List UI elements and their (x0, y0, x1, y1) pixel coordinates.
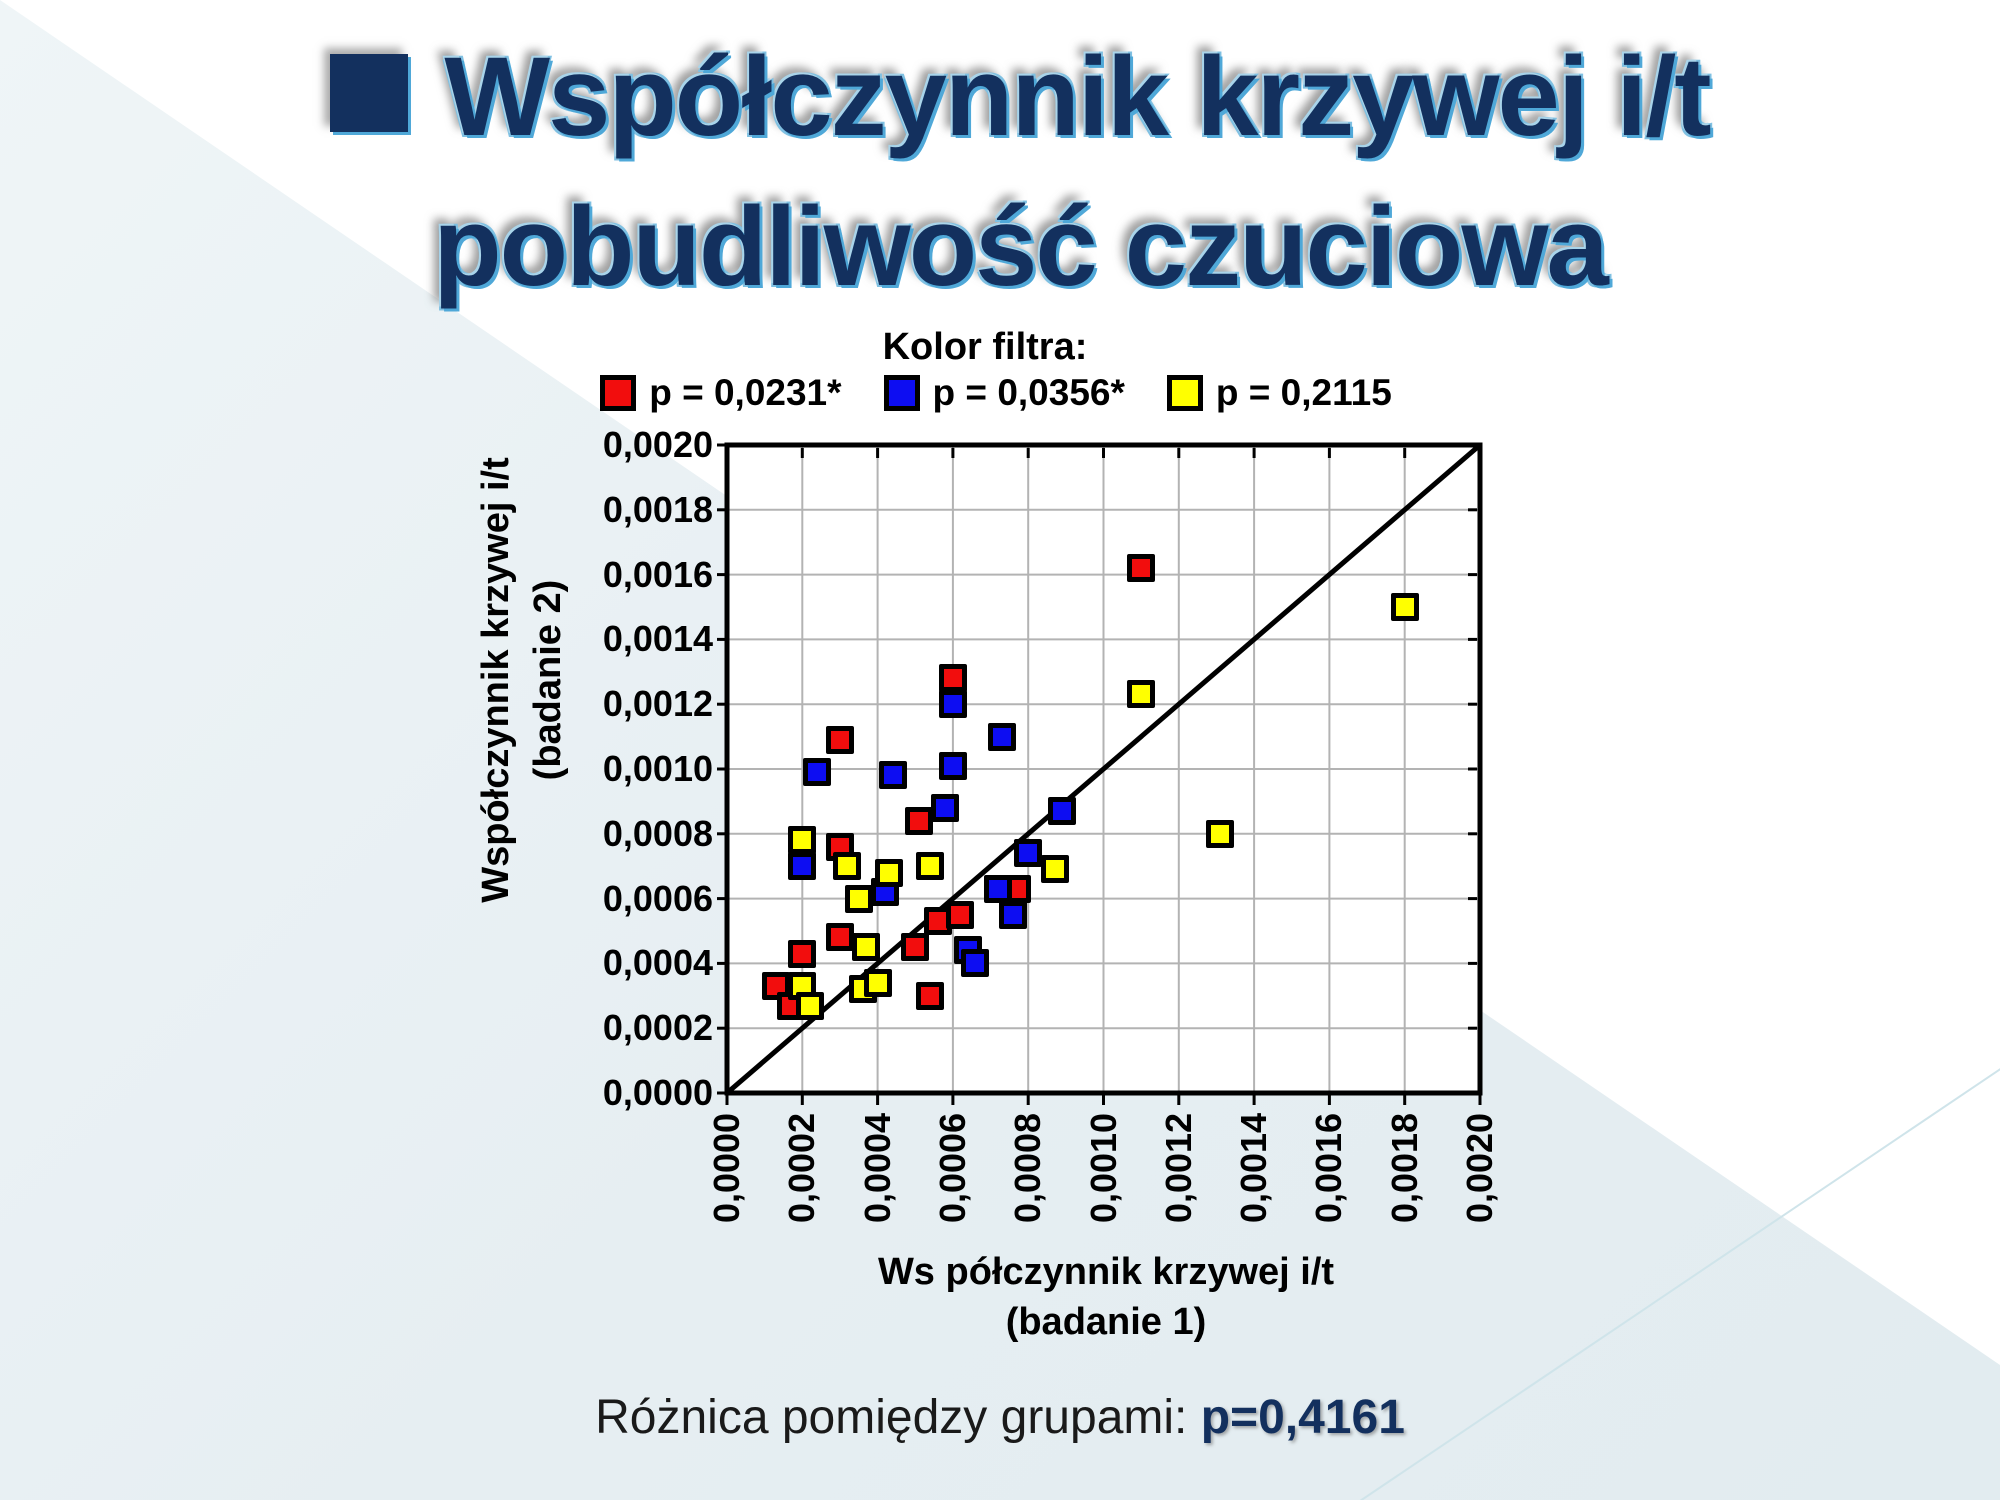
x-tick-label: 0,0016 (1308, 1112, 1350, 1224)
scatter-point-series-1 (916, 981, 945, 1010)
scatter-point-series-3 (1127, 680, 1156, 709)
scatter-point-series-3 (1206, 819, 1235, 848)
scatter-point-series-2 (931, 793, 960, 822)
y-tick-label: 0,0006 (602, 877, 713, 919)
y-axis-title-line-1: Współczynnik krzywej i/t (475, 457, 517, 903)
y-tick-label: 0,0008 (602, 812, 713, 854)
legend-item: p = 0,0356* (883, 372, 1125, 414)
chart-legend-title: Kolor filtra: (882, 326, 1088, 368)
x-axis-title: Ws półczynnik krzywej i/t (badanie 1) (878, 1247, 1334, 1347)
x-tick-label: 0,0000 (706, 1112, 747, 1224)
chart-legend: p = 0,0231* p = 0,0356* p = 0,2115 (0, 372, 1992, 414)
scatter-point-series-1 (901, 933, 930, 962)
x-tick-label: 0,0002 (781, 1112, 823, 1224)
legend-swatch-icon (600, 375, 637, 411)
x-tick-label: 0,0012 (1157, 1112, 1199, 1224)
scatter-point-series-3 (863, 968, 892, 997)
plot-grid-and-diagonal (717, 442, 1483, 1105)
x-tick-label: 0,0008 (1007, 1112, 1049, 1224)
title-line-1: Współczynnik krzywej i/t (444, 34, 1711, 159)
scatter-point-series-1 (905, 806, 933, 835)
x-tick-label: 0,0006 (931, 1112, 973, 1224)
y-tick-label: 0,0014 (602, 618, 713, 660)
y-tick-label: 0,0018 (602, 488, 713, 530)
legend-label: p = 0,0231* (649, 372, 842, 413)
scatter-point-series-2 (1014, 839, 1043, 868)
x-tick-label: 0,0010 (1082, 1112, 1124, 1224)
legend-item: p = 0,0231* (600, 372, 842, 414)
y-tick-label: 0,0000 (602, 1072, 713, 1113)
x-tick-label: 0,0014 (1233, 1112, 1275, 1224)
footer-p-value: p=0,4161 (1200, 1391, 1405, 1444)
footer-text: Różnica pomiędzy grupami: (595, 1391, 1201, 1444)
x-tick-label: 0,0004 (856, 1112, 898, 1224)
x-tick-label: 0,0020 (1459, 1112, 1500, 1224)
legend-swatch-icon (1166, 375, 1203, 411)
footer-note: Różnica pomiędzy grupami: p=0,4161 (0, 1390, 2000, 1445)
scatter-points-layer (727, 445, 1480, 1093)
slide-title: Współczynnik krzywej i/t pobudliwość czu… (40, 22, 2000, 322)
legend-item: p = 0,2115 (1166, 372, 1392, 414)
scatter-point-series-3 (852, 933, 881, 962)
x-axis-title-line-2: (badanie 1) (1005, 1301, 1207, 1343)
scatter-point-series-1 (1127, 554, 1156, 583)
scatter-point-series-2 (938, 690, 967, 719)
scatter-point-series-2 (878, 761, 907, 790)
scatter-point-series-2 (987, 722, 1016, 751)
legend-swatch-icon (883, 375, 920, 411)
y-tick-label: 0,0010 (602, 748, 713, 789)
scatter-point-series-2 (984, 874, 1013, 903)
scatter-point-series-2 (788, 852, 817, 881)
title-line-2: pobudliwość czuciowa (433, 184, 1608, 309)
scatter-point-series-3 (1040, 855, 1069, 884)
legend-label: p = 0,2115 (1215, 372, 1392, 413)
scatter-point-series-3 (833, 852, 862, 881)
legend-label: p = 0,0356* (932, 372, 1125, 413)
scatter-point-series-1 (788, 939, 817, 968)
scatter-point-series-3 (795, 991, 824, 1020)
title-bullet-square-icon (330, 54, 409, 132)
scatter-point-series-3 (788, 826, 817, 855)
y-axis-title: Współczynnik krzywej i/t (badanie 2) (470, 457, 574, 903)
scatter-point-series-3 (1390, 593, 1419, 621)
x-tick-label: 0,0018 (1383, 1112, 1425, 1224)
scatter-point-series-3 (874, 858, 903, 887)
scatter-point-series-2 (1048, 797, 1077, 826)
scatter-point-series-1 (825, 725, 854, 754)
scatter-point-series-1 (946, 900, 975, 929)
y-tick-label: 0,0016 (602, 553, 713, 595)
x-axis-title-line-1: Ws półczynnik krzywej i/t (877, 1251, 1335, 1293)
scatter-point-series-1 (825, 923, 854, 952)
scatter-point-series-1 (938, 664, 967, 693)
y-tick-label: 0,0004 (602, 942, 713, 984)
y-tick-label: 0,0012 (602, 683, 713, 725)
y-tick-label: 0,0002 (602, 1007, 713, 1049)
scatter-point-series-3 (844, 884, 873, 913)
scatter-point-series-3 (916, 852, 945, 881)
scatter-point-series-2 (938, 751, 967, 780)
scatter-point-series-2 (961, 949, 990, 978)
plot-area (717, 442, 1483, 1105)
y-tick-label: 0,0020 (602, 424, 713, 465)
scatter-point-series-2 (803, 758, 832, 787)
scatter-point-series-2 (999, 900, 1028, 929)
